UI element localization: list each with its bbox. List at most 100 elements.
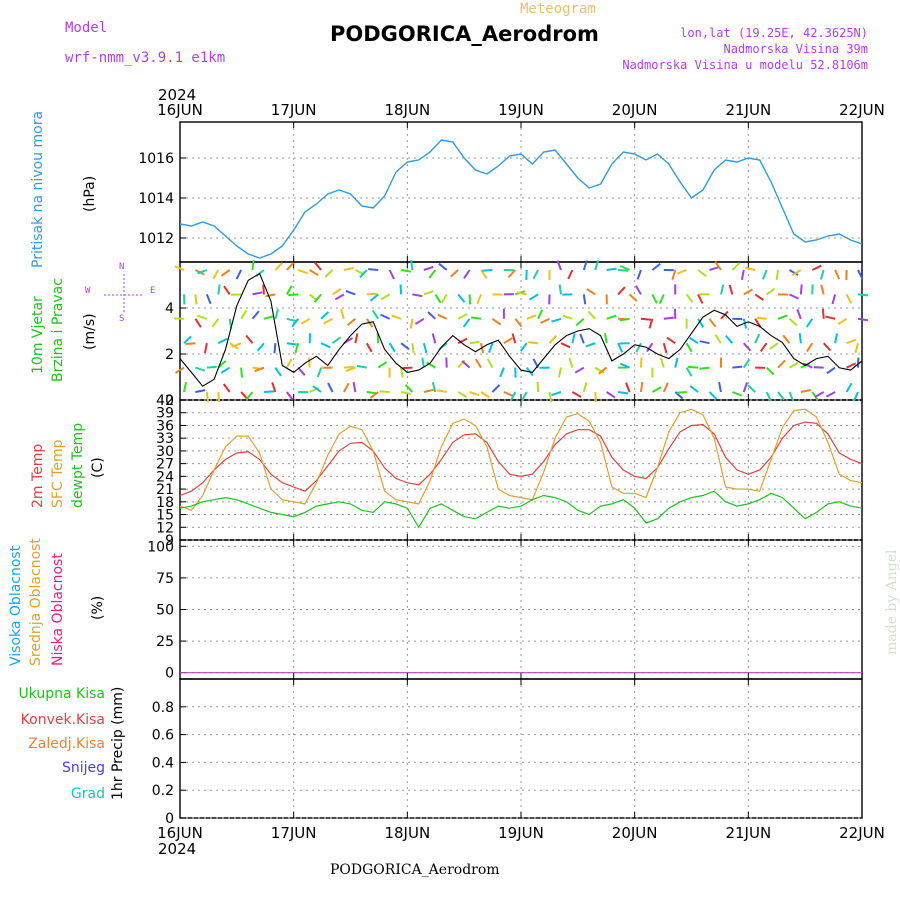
y-tick-label: 0 [165, 666, 174, 682]
wind-arrow [194, 294, 198, 305]
wind-arrow [825, 315, 836, 320]
x-tick-label-top: 18JUN [384, 101, 430, 119]
wind-arrow [450, 269, 459, 278]
wind-arrow [400, 367, 404, 378]
precip-frozen-label: Zaledj.Kisa [28, 736, 105, 752]
compass-s: S [119, 314, 125, 324]
wind-arrow [742, 382, 748, 393]
wind-arrow [625, 382, 631, 393]
wind-arrow [491, 317, 502, 326]
wind-arrow [796, 309, 802, 320]
wind-arrow [288, 293, 299, 297]
compass-w: W [85, 286, 91, 296]
y-tick-label: 0.8 [152, 700, 174, 716]
wind-arrow [845, 293, 853, 304]
wind-arrow [685, 367, 693, 377]
wind-arrow [205, 294, 212, 305]
wind-arrow [174, 265, 185, 271]
wind-arrow [714, 261, 722, 271]
wind-arrow [697, 293, 704, 304]
wind-arrow [532, 269, 540, 280]
wind-arrow [663, 316, 674, 320]
altitude-label: Nadmorska Visina 39m [723, 42, 869, 56]
wind-arrow [651, 263, 661, 271]
wind-arrow [217, 337, 228, 345]
wind-arrow [834, 333, 838, 344]
wind-arrow [646, 342, 654, 353]
panel-frame [179, 261, 863, 401]
wind-arrow [635, 342, 642, 353]
wind-arrow [428, 269, 437, 279]
wind-arrow [240, 367, 243, 378]
wind-arrow [636, 269, 642, 280]
wind-arrow [777, 314, 788, 320]
wind-arrow [251, 310, 260, 320]
wind-arrow [799, 284, 803, 295]
wind-arrow [708, 391, 718, 400]
wind-arrow [240, 309, 248, 320]
wind-arrow [437, 313, 448, 320]
wind-arrow [400, 342, 410, 351]
wind-arrow [747, 384, 756, 393]
wind-arrow [297, 269, 309, 275]
wind-arrow [480, 391, 490, 399]
wind-arrow [571, 333, 576, 344]
wind-arrow [822, 342, 832, 352]
wind-arrow [376, 333, 380, 344]
wind-arrow [426, 361, 436, 369]
wind-arrow [294, 342, 300, 354]
wind-arrow [391, 314, 402, 320]
wind-arrow [651, 386, 662, 393]
wind-arrow [286, 262, 295, 271]
wind-arrow [285, 285, 293, 295]
wind-arrow [217, 284, 221, 295]
wind-arrow [720, 310, 729, 320]
wind-arrow [320, 311, 330, 320]
y-tick-label: 12 [156, 520, 174, 536]
x-tick-label-top: 20JUN [612, 101, 658, 119]
wind-arrow [379, 390, 390, 393]
y-tick-label: 33 [156, 431, 174, 447]
wind-arrow [857, 269, 864, 280]
wind-arrow [499, 367, 505, 378]
wind-arrow [777, 391, 785, 401]
wind-arrow [719, 284, 725, 295]
wind-arrow [777, 359, 786, 369]
wind-arrow [676, 269, 688, 275]
wind-arrow [434, 293, 442, 304]
x-tick-label-bottom: 17JUN [271, 824, 317, 842]
wind-arrow [308, 357, 311, 368]
wind-arrow [427, 311, 437, 320]
wind-arrow [765, 366, 775, 376]
wind-arrow [323, 317, 333, 325]
wind-arrow [203, 343, 208, 354]
wind-arrow [371, 309, 380, 320]
wind-arrow [474, 358, 482, 369]
wind-arrow [245, 391, 254, 401]
wind-arrow [765, 391, 772, 402]
wind-arrow [354, 333, 359, 344]
wind-arrow [582, 382, 588, 393]
wind-arrow [598, 366, 608, 375]
wind-arrow [402, 366, 413, 370]
wind-arrow [685, 342, 693, 353]
wind-arrow [628, 293, 638, 302]
x-tick-label-top: 21JUN [725, 101, 771, 119]
wind-arrow [359, 269, 368, 278]
wind-arrow [340, 308, 345, 320]
wind-arrow [366, 391, 377, 395]
y-tick-label: 0.4 [152, 755, 174, 771]
wind-arrow [831, 294, 837, 305]
wind-arrow [582, 260, 588, 271]
precip-total-label: Ukupna Kisa [18, 686, 105, 702]
wind-arrow [514, 318, 523, 328]
wind-arrow [334, 293, 345, 301]
wind-arrow [825, 391, 836, 398]
wind-arrow [814, 391, 825, 398]
panel-frame [179, 678, 863, 819]
wind-arrow [685, 293, 694, 303]
wind-arrow [756, 316, 767, 320]
wind-arrow [582, 294, 587, 305]
x-tick-label-top: 19JUN [498, 101, 544, 119]
